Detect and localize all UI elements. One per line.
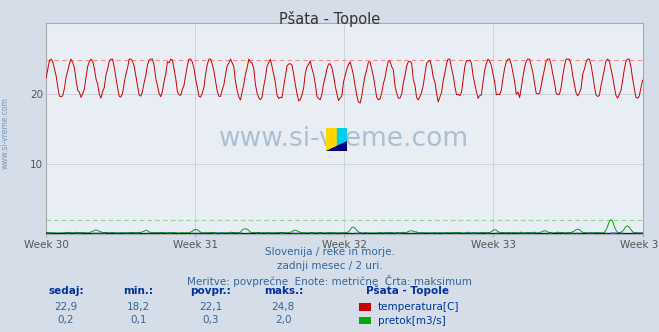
Text: www.si-vreme.com: www.si-vreme.com: [1, 97, 10, 169]
Text: sedaj:: sedaj:: [48, 286, 84, 296]
Bar: [326, 128, 337, 151]
Text: 2,0: 2,0: [275, 315, 292, 325]
Text: 22,9: 22,9: [54, 302, 78, 312]
Bar: [337, 128, 347, 151]
Text: 0,1: 0,1: [130, 315, 147, 325]
Text: Meritve: povprečne  Enote: metrične  Črta: maksimum: Meritve: povprečne Enote: metrične Črta:…: [187, 275, 472, 287]
Polygon shape: [326, 140, 347, 151]
Text: pretok[m3/s]: pretok[m3/s]: [378, 316, 445, 326]
Text: Pšata - Topole: Pšata - Topole: [279, 11, 380, 27]
Text: povpr.:: povpr.:: [190, 286, 231, 296]
Text: 18,2: 18,2: [127, 302, 150, 312]
Text: maks.:: maks.:: [264, 286, 303, 296]
Text: 24,8: 24,8: [272, 302, 295, 312]
Text: Pšata - Topole: Pšata - Topole: [366, 285, 449, 296]
Text: 22,1: 22,1: [199, 302, 223, 312]
Text: www.si-vreme.com: www.si-vreme.com: [219, 126, 469, 152]
Text: Slovenija / reke in morje.: Slovenija / reke in morje.: [264, 247, 395, 257]
Text: min.:: min.:: [123, 286, 154, 296]
Text: zadnji mesec / 2 uri.: zadnji mesec / 2 uri.: [277, 261, 382, 271]
Text: temperatura[C]: temperatura[C]: [378, 302, 459, 312]
Text: 0,2: 0,2: [57, 315, 74, 325]
Text: 0,3: 0,3: [202, 315, 219, 325]
